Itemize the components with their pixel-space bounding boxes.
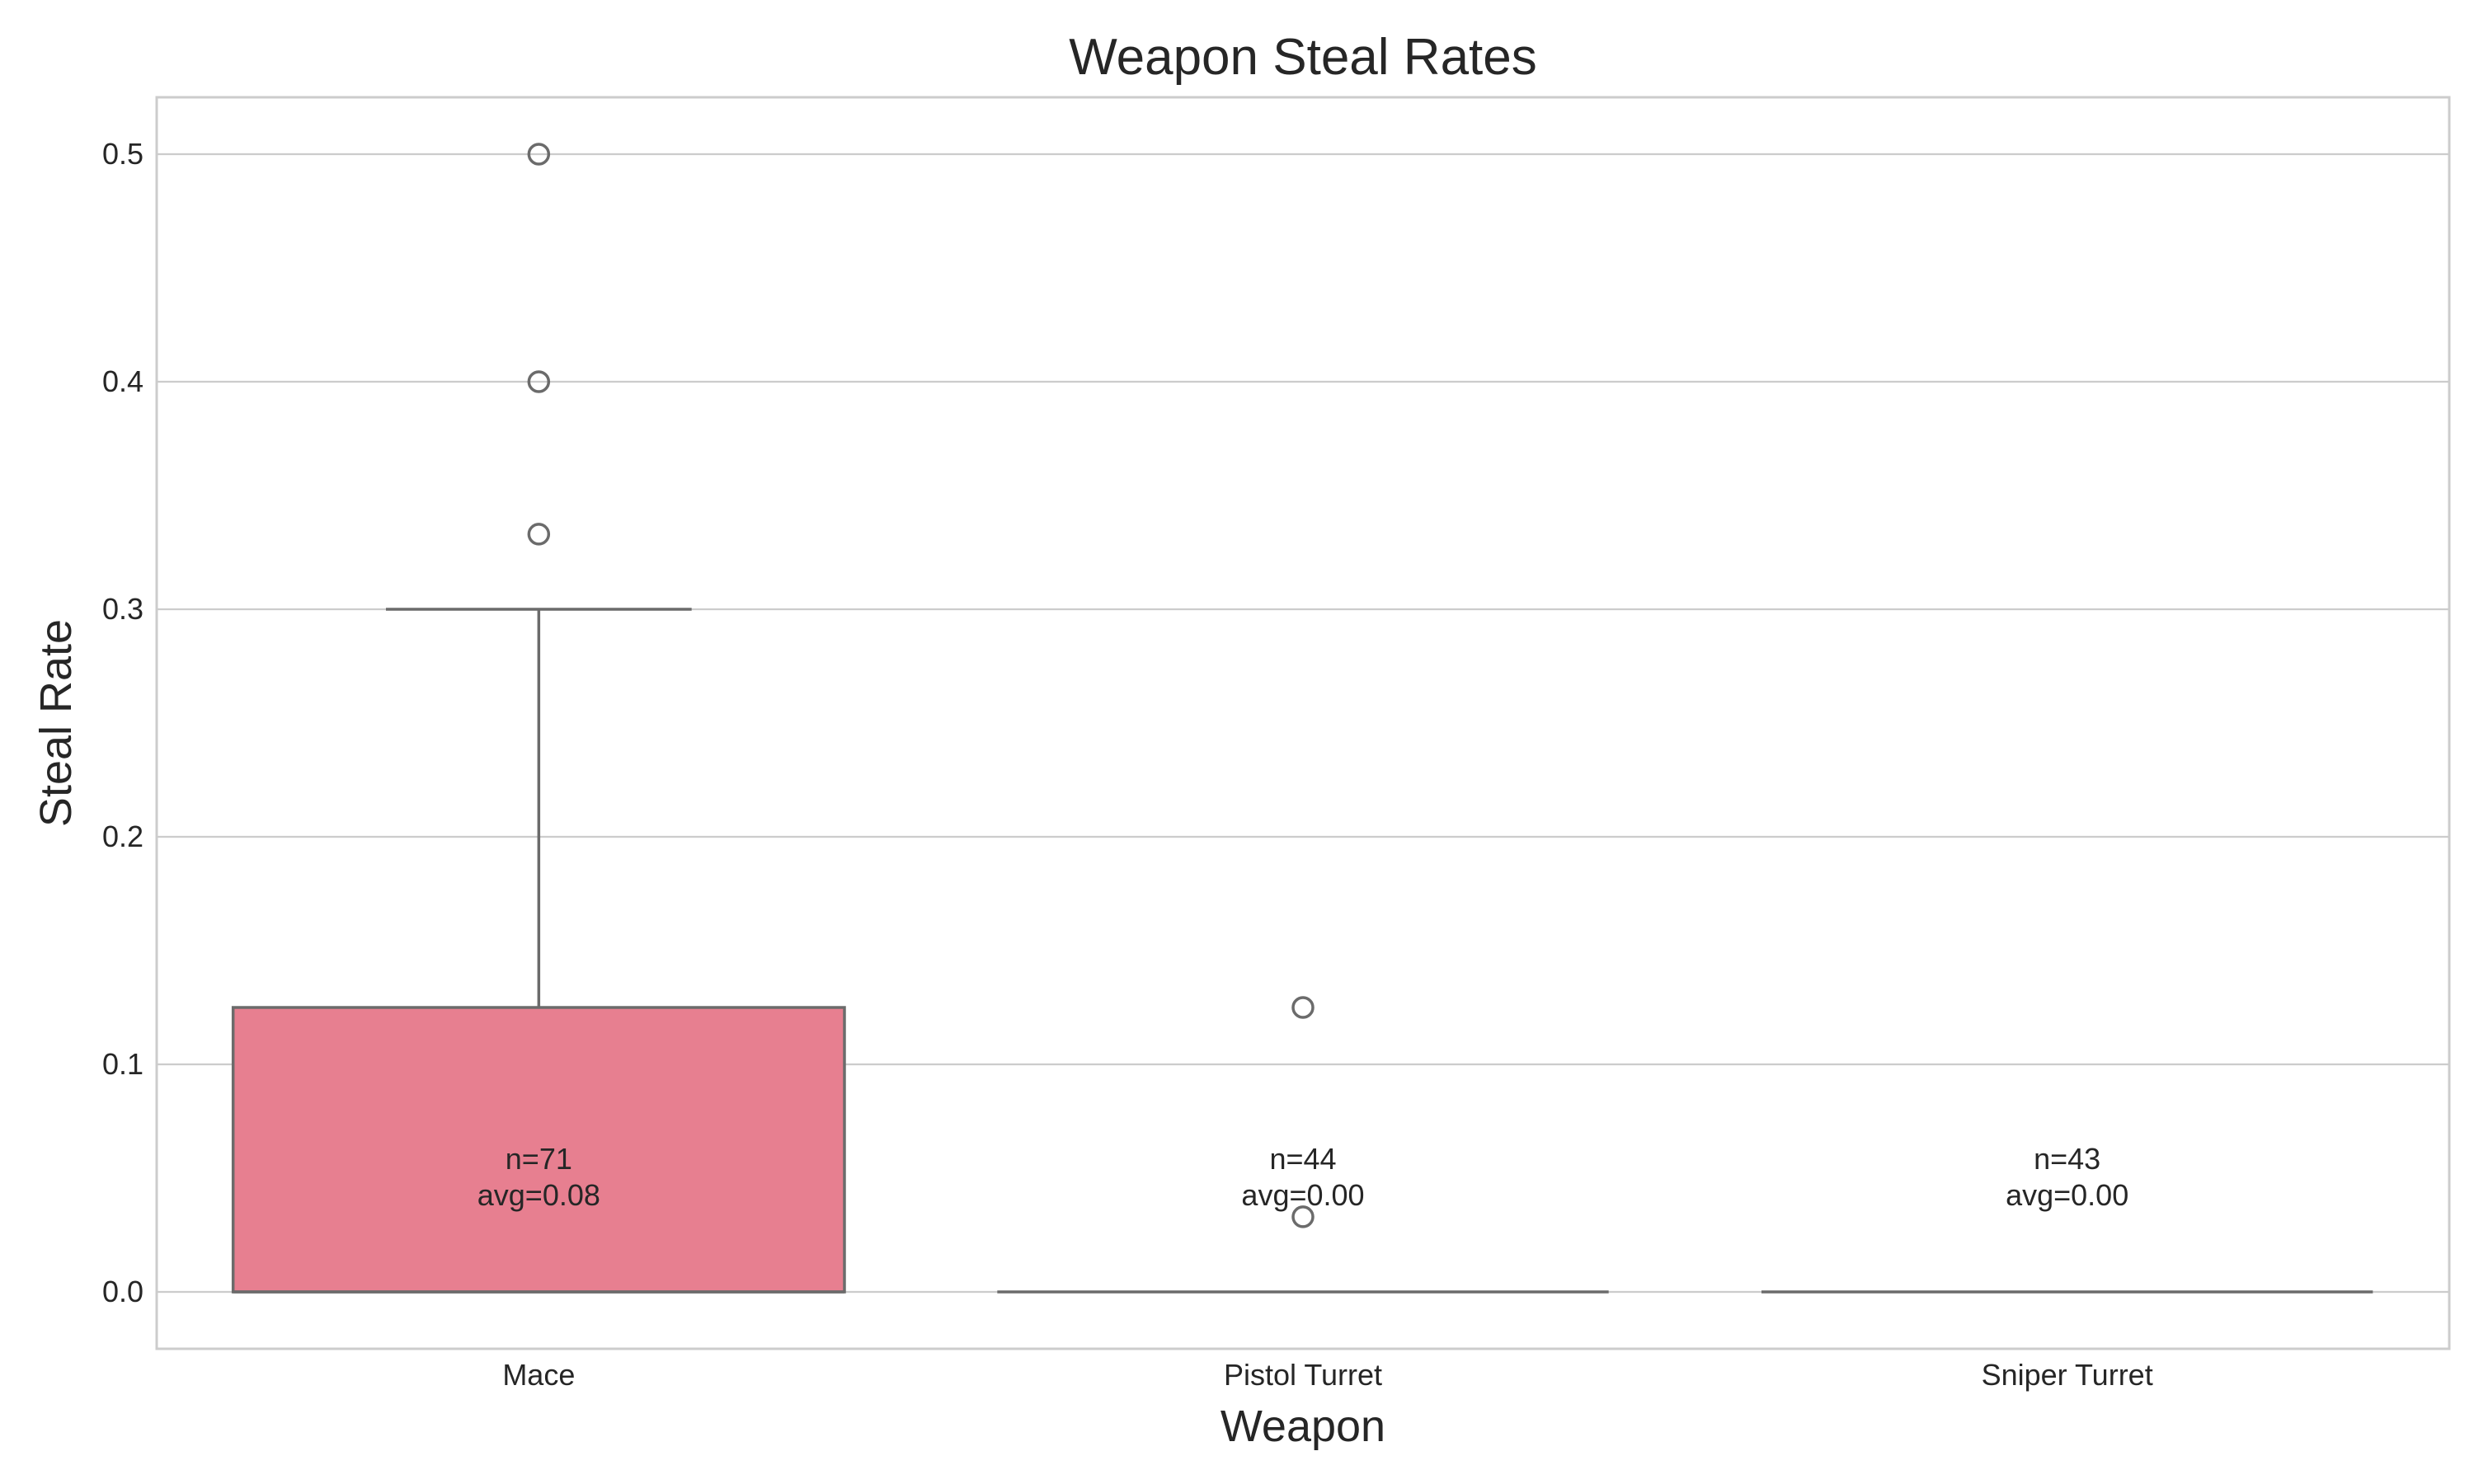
average-annotation: avg=0.00: [1241, 1178, 1364, 1212]
outlier-point: [527, 523, 551, 546]
y-axis-label: Steal Rate: [31, 619, 81, 827]
x-axis-label: Weapon: [1221, 1402, 1385, 1451]
y-tick-label: 0.1: [102, 1047, 143, 1081]
plot-frame: [155, 96, 2451, 1350]
y-tick-label: 0.0: [102, 1275, 143, 1308]
count-annotation: n=44: [1269, 1142, 1336, 1176]
y-tick-label: 0.4: [102, 364, 143, 398]
count-annotation: n=71: [506, 1142, 572, 1176]
x-tick-label: Mace: [502, 1358, 575, 1392]
outlier-point: [527, 370, 551, 393]
box-plots: [231, 143, 2373, 1294]
average-annotation: avg=0.08: [477, 1178, 600, 1212]
box-body: [231, 1006, 846, 1294]
y-tick-label: 0.3: [102, 592, 143, 626]
chart-title: Weapon Steal Rates: [1069, 29, 1537, 86]
box-mace: [231, 143, 846, 1294]
y-tick-label: 0.5: [102, 137, 143, 171]
count-annotation: n=43: [2034, 1142, 2100, 1176]
outlier-point: [1291, 1205, 1315, 1228]
x-tick-label: Sniper Turret: [1982, 1358, 2153, 1392]
average-annotation: avg=0.00: [2006, 1178, 2128, 1212]
outlier-point: [1291, 996, 1315, 1019]
outlier-point: [527, 143, 551, 166]
y-tick-label: 0.2: [102, 819, 143, 853]
tick-labels: 0.0 0.1 0.2 0.3 0.4 0.5 Mace Pistol Turret Snipe…: [102, 137, 2153, 1392]
x-tick-label: Pistol Turret: [1224, 1358, 1382, 1392]
box-pistol-turret: [997, 996, 1609, 1294]
